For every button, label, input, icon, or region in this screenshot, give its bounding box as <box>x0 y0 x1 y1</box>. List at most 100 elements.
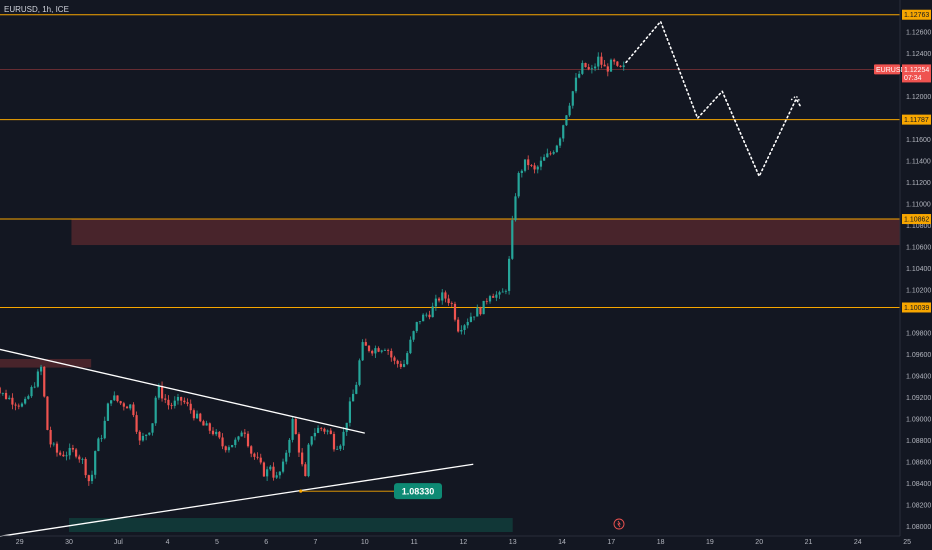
candle-body-133[interactable] <box>412 331 415 340</box>
candle-body-154[interactable] <box>479 307 482 315</box>
candle-body-58[interactable] <box>173 400 176 406</box>
candle-body-177[interactable] <box>552 152 555 154</box>
candle-body-22[interactable] <box>59 452 62 455</box>
candle-body-134[interactable] <box>415 322 418 332</box>
candle-body-99[interactable] <box>304 464 307 477</box>
candle-body-138[interactable] <box>428 314 431 318</box>
candle-body-143[interactable] <box>444 292 447 299</box>
candle-body-25[interactable] <box>68 447 71 456</box>
candle-body-70[interactable] <box>211 430 215 435</box>
price-level-tag[interactable] <box>902 9 931 20</box>
candle-body-190[interactable] <box>593 66 597 69</box>
projection-path[interactable] <box>625 19 802 179</box>
candle-body-197[interactable] <box>616 61 619 66</box>
candle-body-12[interactable] <box>27 396 30 399</box>
candle-body-175[interactable] <box>546 153 549 158</box>
candle-body-43[interactable] <box>125 406 129 409</box>
candle-body-41[interactable] <box>119 401 122 404</box>
candle-body-113[interactable] <box>348 401 352 423</box>
candle-body-162[interactable] <box>504 290 508 292</box>
candle-body-34[interactable] <box>97 438 100 452</box>
candle-body-55[interactable] <box>164 398 167 400</box>
candle-body-9[interactable] <box>17 405 20 407</box>
candle-body-10[interactable] <box>20 403 24 407</box>
candle-body-20[interactable] <box>52 443 55 445</box>
candle-body-68[interactable] <box>205 423 208 426</box>
candle-body-151[interactable] <box>469 316 472 322</box>
candle-body-165[interactable] <box>514 196 517 221</box>
candle-body-170[interactable] <box>530 165 533 166</box>
candle-body-186[interactable] <box>581 62 584 74</box>
candle-body-83[interactable] <box>253 453 256 457</box>
candle-body-141[interactable] <box>437 298 441 301</box>
candle-body-19[interactable] <box>49 429 52 445</box>
candle-body-102[interactable] <box>313 432 316 437</box>
candle-body-119[interactable] <box>367 345 371 351</box>
candle-body-125[interactable] <box>387 350 390 351</box>
current-price-tag[interactable] <box>902 64 931 83</box>
candle-body-137[interactable] <box>425 314 428 316</box>
candle-body-96[interactable] <box>294 418 297 435</box>
candle-body-142[interactable] <box>441 292 444 301</box>
candle-body-117[interactable] <box>361 342 364 361</box>
candle-body-104[interactable] <box>320 427 323 429</box>
candle-body-135[interactable] <box>418 321 422 323</box>
candle-body-40[interactable] <box>116 395 119 402</box>
candle-body-127[interactable] <box>393 357 396 361</box>
candle-body-124[interactable] <box>383 350 387 351</box>
candle-body-65[interactable] <box>195 413 199 419</box>
candle-body-46[interactable] <box>135 415 138 432</box>
candle-body-59[interactable] <box>176 397 180 401</box>
candle-body-32[interactable] <box>90 474 94 482</box>
candle-body-183[interactable] <box>571 91 574 106</box>
candle-body-92[interactable] <box>281 461 285 472</box>
candle-body-63[interactable] <box>189 403 192 411</box>
candle-body-62[interactable] <box>186 402 189 404</box>
candle-body-11[interactable] <box>24 398 27 404</box>
candle-body-35[interactable] <box>100 438 103 440</box>
candle-body-60[interactable] <box>180 397 183 401</box>
candle-body-38[interactable] <box>110 400 113 404</box>
candle-body-167[interactable] <box>520 170 523 174</box>
candle-body-66[interactable] <box>199 413 202 422</box>
candle-body-191[interactable] <box>597 56 600 67</box>
candle-body-8[interactable] <box>14 404 17 406</box>
candle-body-158[interactable] <box>492 296 495 298</box>
candle-body-101[interactable] <box>310 436 313 445</box>
candle-body-75[interactable] <box>227 447 231 451</box>
candle-body-24[interactable] <box>65 455 68 457</box>
candle-body-47[interactable] <box>138 431 141 441</box>
candle-body-180[interactable] <box>562 125 565 139</box>
candle-body-54[interactable] <box>160 385 164 399</box>
candle-body-150[interactable] <box>466 321 469 326</box>
candle-body-130[interactable] <box>402 364 406 367</box>
candle-body-106[interactable] <box>326 430 329 432</box>
candle-body-107[interactable] <box>329 430 332 434</box>
candle-body-14[interactable] <box>33 386 36 388</box>
candle-body-45[interactable] <box>132 404 135 416</box>
trend-line-0[interactable] <box>0 347 365 434</box>
candle-body-72[interactable] <box>218 431 221 438</box>
candle-body-74[interactable] <box>224 446 227 451</box>
candle-body-56[interactable] <box>167 399 170 406</box>
candle-body-93[interactable] <box>285 452 288 462</box>
candle-body-28[interactable] <box>78 456 81 460</box>
candle-body-155[interactable] <box>482 300 485 315</box>
candle-body-98[interactable] <box>301 452 304 465</box>
candle-body-118[interactable] <box>364 342 367 346</box>
candle-body-61[interactable] <box>183 400 186 403</box>
candle-body-77[interactable] <box>234 439 237 446</box>
candle-body-16[interactable] <box>39 366 43 372</box>
candle-body-81[interactable] <box>246 433 250 447</box>
candle-body-123[interactable] <box>380 350 383 352</box>
candle-body-30[interactable] <box>84 458 87 476</box>
candle-body-51[interactable] <box>151 423 154 433</box>
candle-body-23[interactable] <box>62 454 65 457</box>
candle-body-171[interactable] <box>533 165 536 170</box>
candle-body-163[interactable] <box>508 258 511 291</box>
candle-body-100[interactable] <box>307 444 310 477</box>
candle-body-160[interactable] <box>498 292 501 295</box>
candle-body-193[interactable] <box>603 64 606 67</box>
candle-body-15[interactable] <box>36 371 39 387</box>
candle-body-120[interactable] <box>371 350 374 354</box>
